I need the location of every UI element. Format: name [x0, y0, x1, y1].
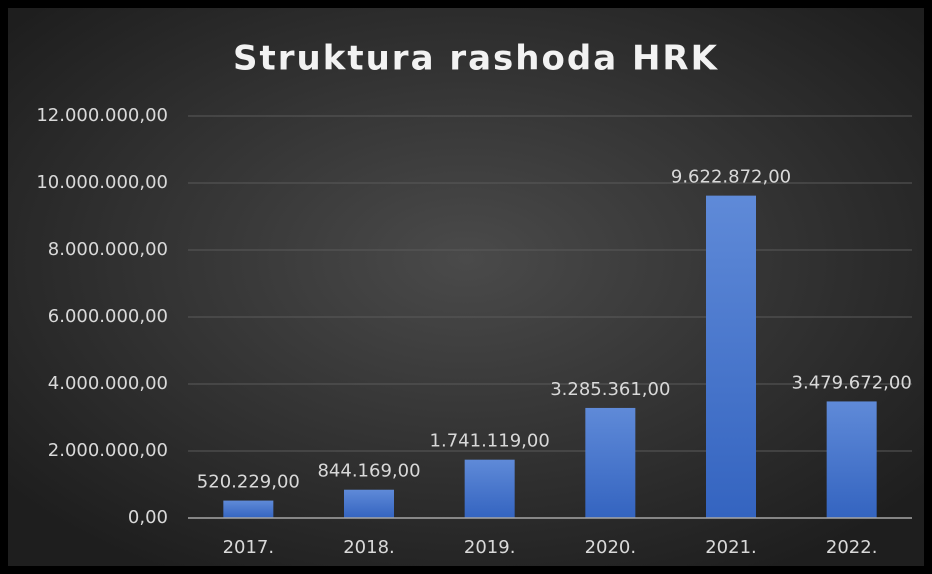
y-tick-label: 0,00	[128, 507, 168, 528]
y-tick-label: 10.000.000,00	[36, 172, 168, 193]
y-tick-label: 4.000.000,00	[48, 373, 168, 394]
x-tick-label: 2018.	[343, 537, 395, 558]
data-label: 844.169,00	[317, 461, 420, 482]
x-tick-label: 2021.	[705, 537, 757, 558]
x-tick-label: 2020.	[585, 537, 637, 558]
data-label: 1.741.119,00	[430, 431, 550, 452]
y-tick-label: 6.000.000,00	[48, 306, 168, 327]
x-tick-label: 2022.	[826, 537, 878, 558]
bar	[706, 195, 756, 518]
y-tick-label: 8.000.000,00	[48, 239, 168, 260]
y-tick-label: 2.000.000,00	[48, 440, 168, 461]
bar	[344, 489, 394, 518]
bar	[585, 407, 636, 518]
bar	[464, 459, 515, 518]
data-label: 9.622.872,00	[671, 167, 791, 188]
bar	[826, 401, 877, 518]
data-label: 3.479.672,00	[792, 372, 912, 393]
x-tick-label: 2017.	[223, 537, 275, 558]
y-tick-label: 12.000.000,00	[36, 105, 168, 126]
bar	[223, 500, 274, 518]
x-tick-label: 2019.	[464, 537, 516, 558]
data-label: 3.285.361,00	[550, 379, 670, 400]
data-label: 520.229,00	[197, 472, 300, 493]
chart-title: Struktura rashoda HRK	[233, 39, 719, 79]
